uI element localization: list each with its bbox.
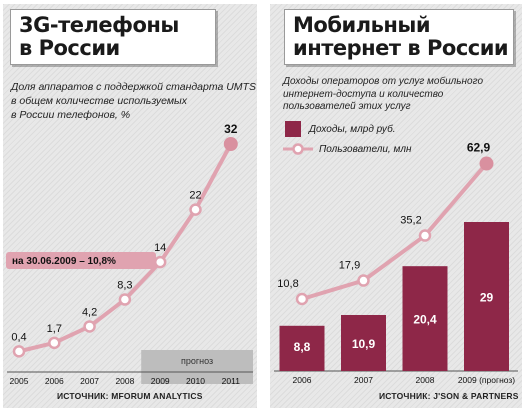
users-label-2006: 10,8: [277, 278, 298, 290]
users-point-2007: [357, 274, 370, 287]
bar-2006: [279, 325, 325, 371]
x-tick-2008: 2008: [416, 375, 435, 385]
bar-label-2007: 10,9: [352, 337, 376, 351]
users-point-2006: [295, 292, 309, 306]
bar-label-2006: 8,8: [294, 340, 311, 354]
right-desc-line-3: пользователей этих услуг: [283, 101, 411, 112]
data-label-2007: 4,2: [82, 306, 97, 318]
annotation-text: на 30.06.2009 – 10,8%: [12, 256, 116, 267]
right-source: ИСТОЧНИК: J'SON & PARTNERS: [379, 391, 519, 401]
users-label-2009 (прогноз): 62,9: [467, 141, 491, 155]
bar-2008: [402, 266, 448, 371]
data-point-2006: [48, 336, 61, 350]
right-title-line-2: интернет в России: [293, 36, 509, 60]
users-point-2009 (прогноз): [479, 156, 494, 171]
forecast-band: [141, 350, 253, 384]
data-point-2005: [12, 345, 26, 358]
series-line: [18, 143, 233, 354]
bar-2007: [341, 314, 386, 371]
legend-revenue-swatch: [285, 121, 301, 137]
left-chart-title: 3G-телефоны в России: [10, 9, 216, 65]
x-tick-2007: 2007: [354, 375, 373, 385]
bar-2009 (прогноз): [464, 222, 509, 371]
data-point-2007: [83, 320, 96, 333]
left-source: ИСТОЧНИК: MFORUM ANALYTICS: [57, 391, 203, 401]
x-tick-2008: 2008: [115, 376, 134, 386]
data-label-2008: 8,3: [117, 280, 132, 292]
users-line: [301, 162, 489, 301]
data-point-2008: [118, 293, 132, 306]
annotation-box: [6, 252, 156, 269]
x-tick-2009 (прогноз): 2009 (прогноз): [458, 375, 515, 385]
left-line-chart: прогноз на 30.06.2009 – 10,8% 0,4 2005 1,7 20…: [6, 122, 253, 386]
data-point-2009: [153, 255, 167, 269]
right-combo-chart: 8,8 2006 10,9 2007 20,4 2008 29 2009 (прогноз) 1…: [274, 141, 518, 385]
bar-label-2008: 20,4: [413, 313, 437, 327]
right-chart-description: Доходы операторов от услуг мобильного ин…: [283, 76, 483, 114]
bar-label-2009 (прогноз): 29: [480, 291, 494, 305]
x-tick-2010: 2010: [186, 376, 205, 386]
data-label-2006: 1,7: [47, 323, 62, 335]
legend-users-label: Пользователи, млн: [319, 143, 412, 155]
left-chart-panel: 3G-телефоны в России Доля аппаратов с по…: [3, 4, 257, 408]
x-tick-2005: 2005: [10, 376, 29, 386]
x-tick-2007: 2007: [80, 376, 99, 386]
legend-users-marker: [283, 143, 313, 155]
left-title-line-2: в России: [19, 36, 120, 60]
x-tick-2006: 2006: [45, 376, 64, 386]
legend-revenue: Доходы, млрд руб.: [285, 121, 396, 137]
left-desc-line-3: в России телефонов, %: [11, 109, 131, 121]
x-tick-2011: 2011: [222, 376, 241, 386]
data-point-2010: [189, 203, 202, 216]
data-label-2009: 14: [154, 242, 166, 254]
users-point-2008: [418, 229, 432, 242]
left-title-line-1: 3G-телефоны: [19, 13, 179, 37]
data-label-2011: 32: [224, 122, 238, 136]
right-chart-panel: Мобильный интернет в России Доходы опера…: [270, 4, 522, 408]
x-tick-2006: 2006: [293, 375, 312, 385]
forecast-label: прогноз: [181, 356, 213, 366]
left-desc-line-2: в общем количестве используемых: [11, 95, 188, 107]
data-point-2011: [223, 137, 238, 151]
x-tick-2009: 2009: [151, 376, 170, 386]
right-title-line-1: Мобильный: [293, 13, 431, 37]
legend-users: Пользователи, млн: [283, 143, 411, 155]
right-desc-line-2: интернет-доступа и количество: [283, 88, 444, 100]
data-label-2005: 0,4: [11, 331, 26, 343]
legend-revenue-label: Доходы, млрд руб.: [309, 123, 396, 135]
right-chart-title: Мобильный интернет в России: [284, 9, 514, 65]
data-label-2010: 22: [189, 190, 201, 202]
right-desc-line-1: Доходы операторов от услуг мобильного: [283, 76, 483, 87]
users-label-2008: 35,2: [400, 215, 421, 227]
left-chart-description: Доля аппаратов с поддержкой стандарта UM…: [11, 80, 256, 122]
left-desc-line-1: Доля аппаратов с поддержкой стандарта UM…: [11, 81, 256, 93]
users-label-2007: 17,9: [339, 260, 360, 272]
